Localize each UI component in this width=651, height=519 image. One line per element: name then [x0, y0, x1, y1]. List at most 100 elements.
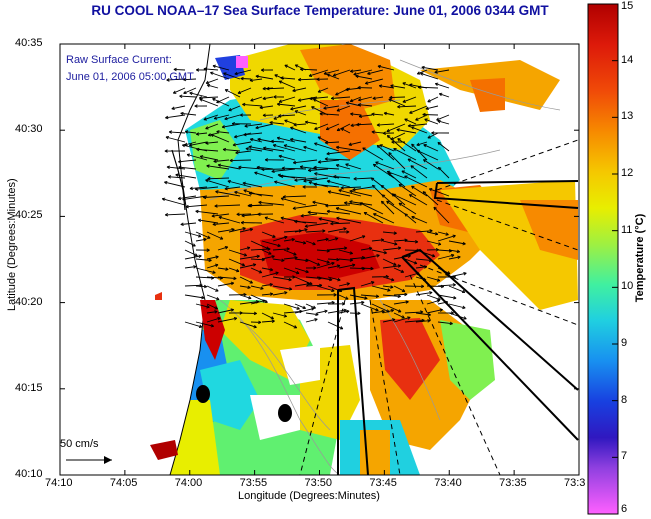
current-vector [203, 114, 219, 121]
current-vector [333, 176, 351, 179]
current-vector-head [306, 269, 309, 273]
current-vector-head [380, 201, 383, 205]
current-vector [448, 256, 461, 260]
current-vector [360, 267, 374, 270]
current-vector [382, 309, 394, 314]
current-vector [409, 105, 428, 114]
current-vector [298, 96, 318, 101]
current-vector [212, 98, 230, 107]
current-vector [184, 249, 198, 257]
current-vector [411, 185, 428, 197]
current-vector [336, 123, 351, 132]
current-vector [404, 311, 424, 314]
current-vector [398, 202, 417, 215]
current-vector [205, 123, 219, 130]
current-vector [359, 202, 384, 215]
current-vector-head [421, 66, 425, 70]
current-vector-head [437, 167, 440, 171]
current-vector-head [309, 281, 313, 285]
current-vector-head [271, 171, 275, 174]
current-vector-head [380, 185, 383, 189]
y-tick-label: 40:30 [15, 123, 43, 136]
current-vector-head [171, 108, 175, 111]
current-vector-head [294, 110, 298, 114]
current-vector-head [293, 252, 297, 256]
current-vector-head [376, 145, 379, 149]
current-vector-head [457, 249, 460, 253]
current-vector [326, 180, 351, 188]
x-tick-label: 73:3 [564, 477, 586, 489]
current-vector [404, 118, 417, 125]
current-vector-head [397, 106, 401, 109]
current-vector [349, 294, 368, 299]
current-vector [178, 195, 197, 200]
current-vector [280, 197, 307, 206]
current-vector-head [398, 184, 401, 188]
current-vector-head [238, 166, 242, 170]
current-vector [429, 188, 450, 197]
current-vector [373, 163, 395, 179]
current-vector [338, 294, 349, 300]
current-vector-head [186, 154, 190, 157]
current-vector-head [264, 159, 269, 162]
current-vector-head [343, 308, 347, 311]
current-vector-head [453, 296, 457, 299]
current-vector [360, 303, 379, 312]
current-vector-head [290, 108, 294, 111]
current-vector-head [358, 116, 363, 119]
x-tick-label: 74:10 [45, 477, 73, 489]
current-vector [390, 132, 406, 141]
current-vector [238, 166, 263, 170]
current-vector [381, 194, 395, 206]
current-vector [266, 87, 285, 90]
current-vector-head [425, 108, 429, 111]
current-vector [316, 276, 333, 281]
current-vector [350, 69, 362, 72]
current-vector-head [215, 306, 218, 310]
current-vector-head [206, 165, 210, 168]
current-vector [448, 249, 460, 253]
current-vector-head [334, 237, 339, 239]
current-vector [426, 276, 441, 282]
current-vector-head [313, 167, 317, 170]
current-vector-head [296, 270, 300, 274]
current-vector [189, 186, 208, 190]
current-vector-head [215, 263, 219, 266]
colorbar [587, 3, 619, 515]
current-vector [218, 216, 241, 224]
current-vector [382, 231, 397, 234]
current-vector [259, 105, 274, 109]
current-vector-head [322, 229, 326, 232]
current-vector [409, 194, 428, 206]
current-vector [239, 312, 257, 314]
current-vector-head [330, 223, 334, 226]
current-vector [425, 105, 439, 110]
x-tick-label: 73:55 [239, 477, 268, 489]
current-vector [261, 240, 281, 247]
current-vector [353, 69, 373, 76]
y-axis-label: Latitude (Degrees:Minutes) [6, 178, 18, 311]
current-vector-head [420, 72, 423, 76]
current-vector-head [300, 215, 304, 218]
current-vector [393, 267, 404, 273]
current-vector [217, 276, 237, 280]
current-vector-head [331, 300, 335, 303]
current-vector-head [417, 86, 421, 89]
current-vector [388, 152, 406, 170]
current-vector-head [242, 263, 246, 266]
current-vector [304, 222, 329, 227]
current-vector [325, 141, 340, 144]
current-vector-head [349, 190, 353, 194]
current-vector [340, 186, 362, 189]
current-vector [239, 263, 256, 269]
current-vector [164, 181, 186, 188]
current-vector-head [224, 89, 228, 93]
current-vector [232, 141, 252, 146]
current-vector-head [241, 215, 245, 218]
current-vector-head [303, 180, 307, 183]
current-vector [338, 249, 353, 255]
current-vector-head [213, 161, 217, 164]
current-vector-head [197, 219, 201, 223]
current-vector-head [463, 316, 467, 320]
